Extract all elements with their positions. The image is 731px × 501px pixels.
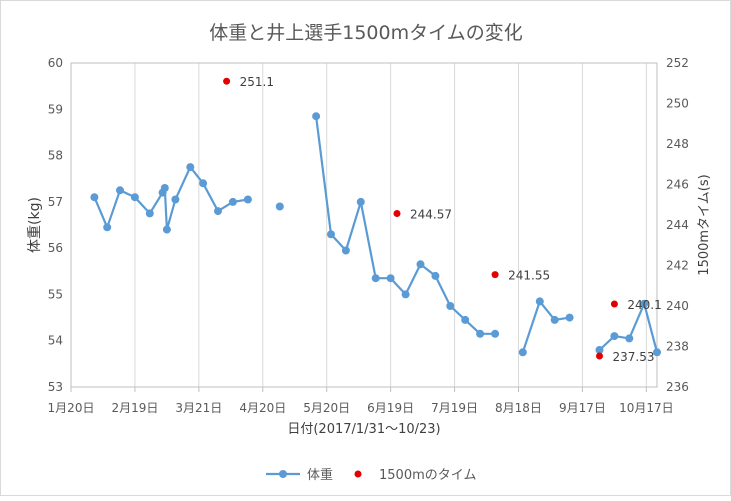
legend-item-weight: 体重 bbox=[266, 467, 333, 483]
left-y-tick-label: 59 bbox=[48, 102, 63, 116]
right-y-tick-label: 242 bbox=[666, 259, 689, 273]
left-y-tick-label: 60 bbox=[48, 56, 63, 70]
x-axis-tick-labels: 1月20日 2月19日 3月21日 4月20日 5月20日 6月19日 7月19日 8月18日… bbox=[48, 401, 674, 415]
weight-point bbox=[518, 348, 527, 357]
left-axis-tick-labels: 53 54 55 56 57 58 59 60 bbox=[48, 56, 63, 394]
weight-point bbox=[327, 230, 335, 239]
weight-point bbox=[371, 274, 380, 283]
right-y-tick-label: 250 bbox=[666, 97, 689, 111]
weight-point bbox=[116, 186, 124, 195]
weight-point bbox=[416, 260, 425, 269]
weight-point bbox=[275, 202, 284, 211]
right-y-tick-label: 240 bbox=[666, 299, 689, 313]
weight-point bbox=[550, 315, 559, 324]
weight-point bbox=[356, 197, 365, 206]
weight-point bbox=[228, 197, 237, 206]
weight-point bbox=[145, 209, 154, 218]
weight-point bbox=[610, 332, 619, 341]
weight-point bbox=[160, 184, 169, 192]
weight-line-segment bbox=[93, 166, 249, 231]
weight-point bbox=[130, 193, 139, 202]
weight-point bbox=[214, 207, 222, 216]
weight-point bbox=[90, 193, 99, 202]
weight-point bbox=[171, 195, 180, 204]
legend-weight-marker bbox=[279, 470, 287, 478]
right-y-tick-label: 246 bbox=[666, 178, 689, 192]
right-axis-tick-labels: 236 238 240 242 244 246 248 250 252 bbox=[666, 56, 689, 394]
time-point bbox=[491, 271, 499, 279]
weight-point bbox=[565, 313, 574, 322]
x-tick-label: 2月19日 bbox=[111, 401, 158, 415]
right-y-tick-label: 244 bbox=[666, 218, 689, 232]
weight-point bbox=[186, 163, 195, 172]
x-tick-label: 5月20日 bbox=[303, 401, 350, 415]
x-tick-label: 1月20日 bbox=[48, 401, 95, 415]
weight-point bbox=[535, 297, 544, 306]
x-axis-title: 日付(2017/1/31～10/23) bbox=[287, 422, 440, 437]
left-y-tick-label: 54 bbox=[48, 334, 63, 348]
weight-point bbox=[653, 348, 661, 357]
time-data-label: 241.55 bbox=[508, 269, 550, 283]
x-tick-label: 8月18日 bbox=[495, 401, 542, 415]
weight-point bbox=[312, 112, 321, 121]
x-tick-label: 3月21日 bbox=[175, 401, 222, 415]
weight-point bbox=[162, 225, 171, 234]
left-y-tick-label: 55 bbox=[48, 287, 63, 301]
left-axis-title: 体重(kg) bbox=[27, 197, 43, 253]
right-axis-title: 1500mタイム(s) bbox=[697, 174, 712, 275]
right-y-tick-label: 248 bbox=[666, 137, 689, 151]
weight-point bbox=[431, 271, 440, 280]
left-y-tick-label: 58 bbox=[48, 149, 63, 163]
weight-point bbox=[243, 195, 252, 204]
time-data-label: 244.57 bbox=[410, 208, 452, 222]
right-y-tick-label: 238 bbox=[666, 340, 689, 354]
weight-point bbox=[386, 274, 395, 283]
weight-point bbox=[491, 329, 500, 338]
plot-area-frame bbox=[70, 62, 658, 388]
time-series: 251.1 244.57 241.55 237.53 240.1 bbox=[223, 75, 662, 364]
time-point bbox=[223, 77, 231, 85]
time-data-label: 237.53 bbox=[613, 350, 655, 364]
weight-series bbox=[90, 112, 661, 357]
weight-line-segment bbox=[521, 300, 570, 353]
weight-point bbox=[446, 302, 455, 310]
legend-time-marker bbox=[354, 470, 362, 478]
right-y-tick-label: 252 bbox=[666, 56, 689, 70]
x-tick-label: 10月17日 bbox=[619, 401, 674, 415]
legend-weight-label: 体重 bbox=[307, 467, 333, 483]
time-point bbox=[393, 210, 401, 217]
weight-point bbox=[625, 334, 634, 343]
left-y-tick-label: 56 bbox=[48, 241, 63, 255]
legend-item-time: 1500mのタイム bbox=[354, 468, 477, 483]
legend: 体重 1500mのタイム bbox=[266, 467, 477, 483]
x-tick-label: 9月17日 bbox=[559, 401, 606, 415]
right-y-tick-label: 236 bbox=[666, 380, 689, 394]
weight-point bbox=[595, 346, 604, 354]
weight-point bbox=[401, 290, 410, 299]
weight-point bbox=[461, 315, 470, 324]
weight-point bbox=[640, 299, 649, 308]
x-tick-label: 4月20日 bbox=[239, 401, 286, 415]
weight-point bbox=[199, 179, 208, 188]
time-point bbox=[610, 300, 618, 308]
gridlines bbox=[70, 63, 647, 392]
x-tick-label: 6月19日 bbox=[367, 401, 414, 415]
legend-time-label: 1500mのタイム bbox=[379, 468, 477, 483]
time-data-label: 240.1 bbox=[627, 298, 661, 312]
left-y-tick-label: 53 bbox=[48, 380, 63, 394]
weight-point bbox=[476, 329, 485, 338]
weight-point bbox=[341, 246, 350, 255]
x-tick-label: 7月19日 bbox=[431, 401, 478, 415]
weight-line-segment bbox=[315, 116, 496, 335]
left-y-tick-label: 57 bbox=[48, 195, 63, 209]
time-data-label: 251.1 bbox=[240, 75, 274, 89]
weight-point bbox=[103, 223, 112, 232]
time-point bbox=[596, 352, 603, 360]
chart-title: 体重と井上選手1500mタイムの変化 bbox=[209, 22, 522, 44]
